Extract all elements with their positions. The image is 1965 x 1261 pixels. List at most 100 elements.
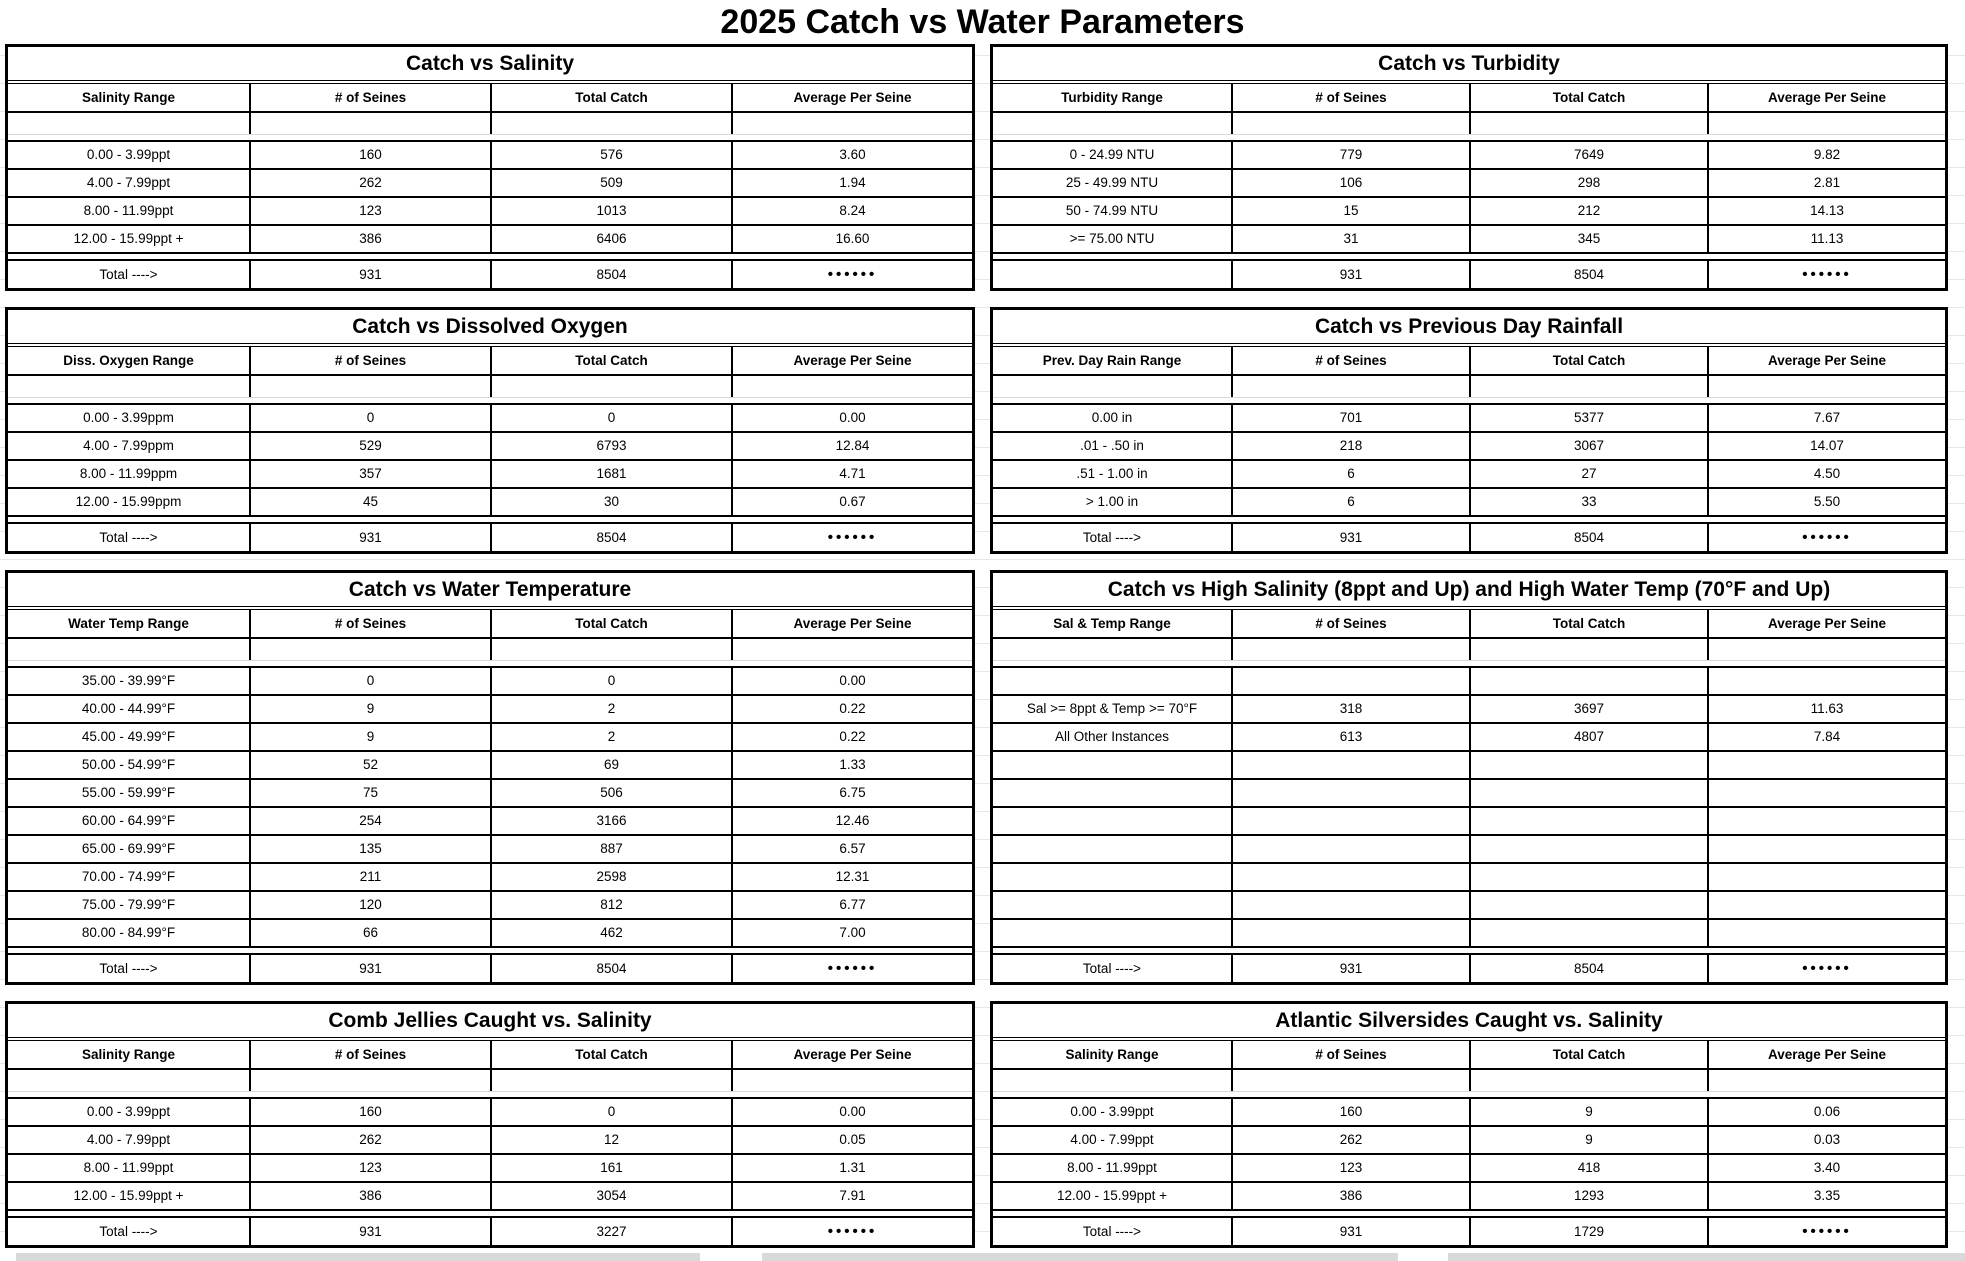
data-cell[interactable]: 4.00 - 7.99ppt — [86, 175, 171, 190]
data-cell[interactable] — [1231, 836, 1469, 862]
empty-cell[interactable] — [249, 1070, 490, 1091]
data-cell[interactable]: 160 — [249, 1099, 490, 1125]
data-cell[interactable]: 613 — [1231, 724, 1469, 750]
data-cell[interactable]: .51 - 1.00 in — [1076, 466, 1148, 481]
data-cell[interactable]: 0.22 — [731, 696, 972, 722]
data-cell[interactable]: 1013 — [490, 198, 731, 224]
data-cell[interactable]: 462 — [490, 920, 731, 946]
data-cell[interactable]: 0.00 - 3.99ppt — [86, 1104, 171, 1119]
table-title-cell[interactable]: Comb Jellies Caught vs. Salinity — [8, 1004, 972, 1041]
column-header-cell[interactable]: Turbidity Range — [1061, 90, 1163, 105]
data-cell[interactable]: 75.00 - 79.99°F — [81, 897, 176, 912]
column-header-cell[interactable]: # of Seines — [249, 610, 490, 637]
data-cell[interactable]: 4.00 - 7.99ppt — [1070, 1132, 1154, 1147]
data-cell[interactable]: 0.67 — [731, 489, 972, 515]
data-cell[interactable]: 4.00 - 7.99ppt — [86, 1132, 171, 1147]
empty-cell[interactable] — [993, 376, 1231, 397]
data-cell[interactable]: 386 — [249, 1183, 490, 1209]
data-cell[interactable]: 212 — [1469, 198, 1707, 224]
data-cell[interactable]: 4.00 - 7.99ppm — [83, 438, 174, 453]
data-cell[interactable]: 12 — [490, 1127, 731, 1153]
empty-cell[interactable] — [993, 639, 1231, 660]
data-cell[interactable]: 14.07 — [1707, 433, 1945, 459]
data-cell[interactable] — [1231, 780, 1469, 806]
total-value-cell[interactable]: 931 — [249, 955, 490, 982]
empty-cell[interactable] — [249, 376, 490, 397]
data-cell[interactable] — [1707, 808, 1945, 834]
total-label-cell[interactable]: Total ----> — [1082, 961, 1142, 976]
total-value-cell[interactable]: 931 — [1231, 261, 1469, 288]
data-cell[interactable]: 1681 — [490, 461, 731, 487]
data-cell[interactable]: 35.00 - 39.99°F — [81, 673, 176, 688]
data-cell[interactable]: 12.00 - 15.99ppm — [75, 494, 182, 509]
data-cell[interactable]: 779 — [1231, 142, 1469, 168]
column-header-cell[interactable]: Salinity Range — [81, 90, 176, 105]
column-header-cell[interactable]: Sal & Temp Range — [1053, 616, 1171, 631]
table-title-cell[interactable]: Atlantic Silversides Caught vs. Salinity — [993, 1004, 1945, 1041]
empty-cell[interactable] — [1231, 1070, 1469, 1091]
data-cell[interactable] — [1469, 864, 1707, 890]
column-header-cell[interactable]: # of Seines — [1231, 84, 1469, 111]
total-label-cell[interactable]: Total ----> — [99, 530, 158, 545]
column-header-cell[interactable]: Average Per Seine — [1707, 1041, 1945, 1068]
column-header-cell[interactable]: # of Seines — [1231, 1041, 1469, 1068]
empty-cell[interactable] — [490, 113, 731, 134]
empty-cell[interactable] — [731, 376, 972, 397]
column-header-cell[interactable]: Salinity Range — [1065, 1047, 1159, 1062]
column-header-cell[interactable]: Total Catch — [490, 1041, 731, 1068]
data-cell[interactable]: 0 — [249, 405, 490, 431]
column-header-cell[interactable]: Average Per Seine — [731, 84, 972, 111]
data-cell[interactable]: 60.00 - 64.99°F — [81, 813, 176, 828]
total-value-cell[interactable]: 8504 — [490, 524, 731, 551]
column-header-cell[interactable]: Total Catch — [1469, 347, 1707, 374]
data-cell[interactable]: 15 — [1231, 198, 1469, 224]
empty-cell[interactable] — [1231, 639, 1469, 660]
empty-cell[interactable] — [490, 376, 731, 397]
data-cell[interactable]: 1.94 — [731, 170, 972, 196]
data-cell[interactable]: 16.60 — [731, 226, 972, 252]
data-cell[interactable]: 3697 — [1469, 696, 1707, 722]
data-cell[interactable] — [1231, 920, 1469, 946]
column-header-cell[interactable]: Average Per Seine — [1707, 84, 1945, 111]
data-cell[interactable]: 262 — [1231, 1127, 1469, 1153]
data-cell[interactable] — [993, 836, 1231, 862]
data-cell[interactable]: 8.00 - 11.99ppt — [83, 1160, 174, 1175]
data-cell[interactable]: 7.00 — [731, 920, 972, 946]
data-cell[interactable]: 66 — [249, 920, 490, 946]
data-cell[interactable]: 12.00 - 15.99ppt + — [73, 231, 184, 246]
data-cell[interactable]: 3166 — [490, 808, 731, 834]
data-cell[interactable]: 7.67 — [1707, 405, 1945, 431]
data-cell[interactable]: 0 — [249, 668, 490, 694]
data-cell[interactable]: 12.00 - 15.99ppt + — [73, 1188, 184, 1203]
data-cell[interactable]: 3067 — [1469, 433, 1707, 459]
data-cell[interactable]: 3.60 — [731, 142, 972, 168]
data-cell[interactable]: 75 — [249, 780, 490, 806]
data-cell[interactable] — [1469, 808, 1707, 834]
data-cell[interactable]: 9 — [249, 724, 490, 750]
column-header-cell[interactable]: # of Seines — [1231, 610, 1469, 637]
data-cell[interactable]: 0 — [490, 1099, 731, 1125]
data-cell[interactable]: 45 — [249, 489, 490, 515]
data-cell[interactable]: 106 — [1231, 170, 1469, 196]
data-cell[interactable] — [1707, 780, 1945, 806]
total-value-cell[interactable]: 8504 — [490, 955, 731, 982]
total-label-cell[interactable] — [993, 261, 1231, 288]
data-cell[interactable]: 70.00 - 74.99°F — [81, 869, 176, 884]
data-cell[interactable]: 55.00 - 59.99°F — [81, 785, 176, 800]
column-header-cell[interactable]: # of Seines — [249, 84, 490, 111]
data-cell[interactable]: 0.00 in — [1091, 410, 1133, 425]
table-title-cell[interactable]: Catch vs Turbidity — [993, 47, 1945, 84]
empty-cell[interactable] — [1469, 639, 1707, 660]
data-cell[interactable]: 27 — [1469, 461, 1707, 487]
total-value-cell[interactable]: 3227 — [490, 1218, 731, 1245]
data-cell[interactable]: 160 — [249, 142, 490, 168]
data-cell[interactable]: 529 — [249, 433, 490, 459]
column-header-cell[interactable]: Total Catch — [490, 84, 731, 111]
data-cell[interactable]: 9 — [1469, 1099, 1707, 1125]
data-cell[interactable]: 52 — [249, 752, 490, 778]
data-cell[interactable]: 0.00 — [731, 405, 972, 431]
data-cell[interactable] — [1469, 668, 1707, 694]
data-cell[interactable]: 345 — [1469, 226, 1707, 252]
data-cell[interactable] — [1231, 668, 1469, 694]
data-cell[interactable]: 418 — [1469, 1155, 1707, 1181]
